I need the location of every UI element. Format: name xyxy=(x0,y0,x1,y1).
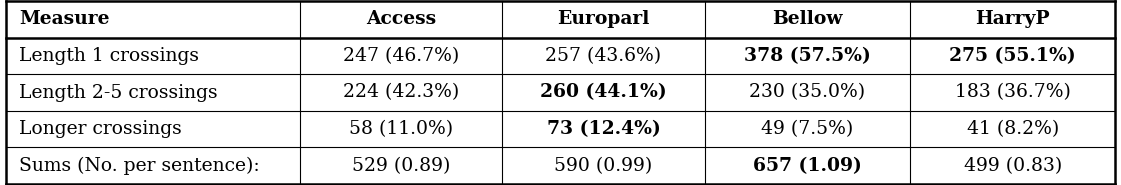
Text: Longer crossings: Longer crossings xyxy=(19,120,182,138)
Text: Sums (No. per sentence):: Sums (No. per sentence): xyxy=(19,157,260,175)
Text: 378 (57.5%): 378 (57.5%) xyxy=(744,47,871,65)
Text: 224 (42.3%): 224 (42.3%) xyxy=(343,83,460,102)
Text: Bellow: Bellow xyxy=(772,10,843,28)
Text: 247 (46.7%): 247 (46.7%) xyxy=(343,47,460,65)
Text: Length 1 crossings: Length 1 crossings xyxy=(19,47,198,65)
Text: 73 (12.4%): 73 (12.4%) xyxy=(547,120,660,138)
Text: 58 (11.0%): 58 (11.0%) xyxy=(349,120,453,138)
Text: Measure: Measure xyxy=(19,10,110,28)
Text: 499 (0.83): 499 (0.83) xyxy=(964,157,1062,175)
Text: 49 (7.5%): 49 (7.5%) xyxy=(761,120,853,138)
Text: 657 (1.09): 657 (1.09) xyxy=(753,157,862,175)
Text: 183 (36.7%): 183 (36.7%) xyxy=(955,83,1071,102)
Text: 230 (35.0%): 230 (35.0%) xyxy=(749,83,865,102)
Text: 529 (0.89): 529 (0.89) xyxy=(352,157,451,175)
Text: 41 (8.2%): 41 (8.2%) xyxy=(966,120,1059,138)
Text: 590 (0.99): 590 (0.99) xyxy=(555,157,652,175)
Text: 260 (44.1%): 260 (44.1%) xyxy=(540,83,667,102)
Text: Europarl: Europarl xyxy=(557,10,650,28)
Text: HarryP: HarryP xyxy=(975,10,1050,28)
Text: Length 2-5 crossings: Length 2-5 crossings xyxy=(19,83,217,102)
Text: 275 (55.1%): 275 (55.1%) xyxy=(949,47,1076,65)
Text: 257 (43.6%): 257 (43.6%) xyxy=(546,47,661,65)
Text: Access: Access xyxy=(365,10,436,28)
